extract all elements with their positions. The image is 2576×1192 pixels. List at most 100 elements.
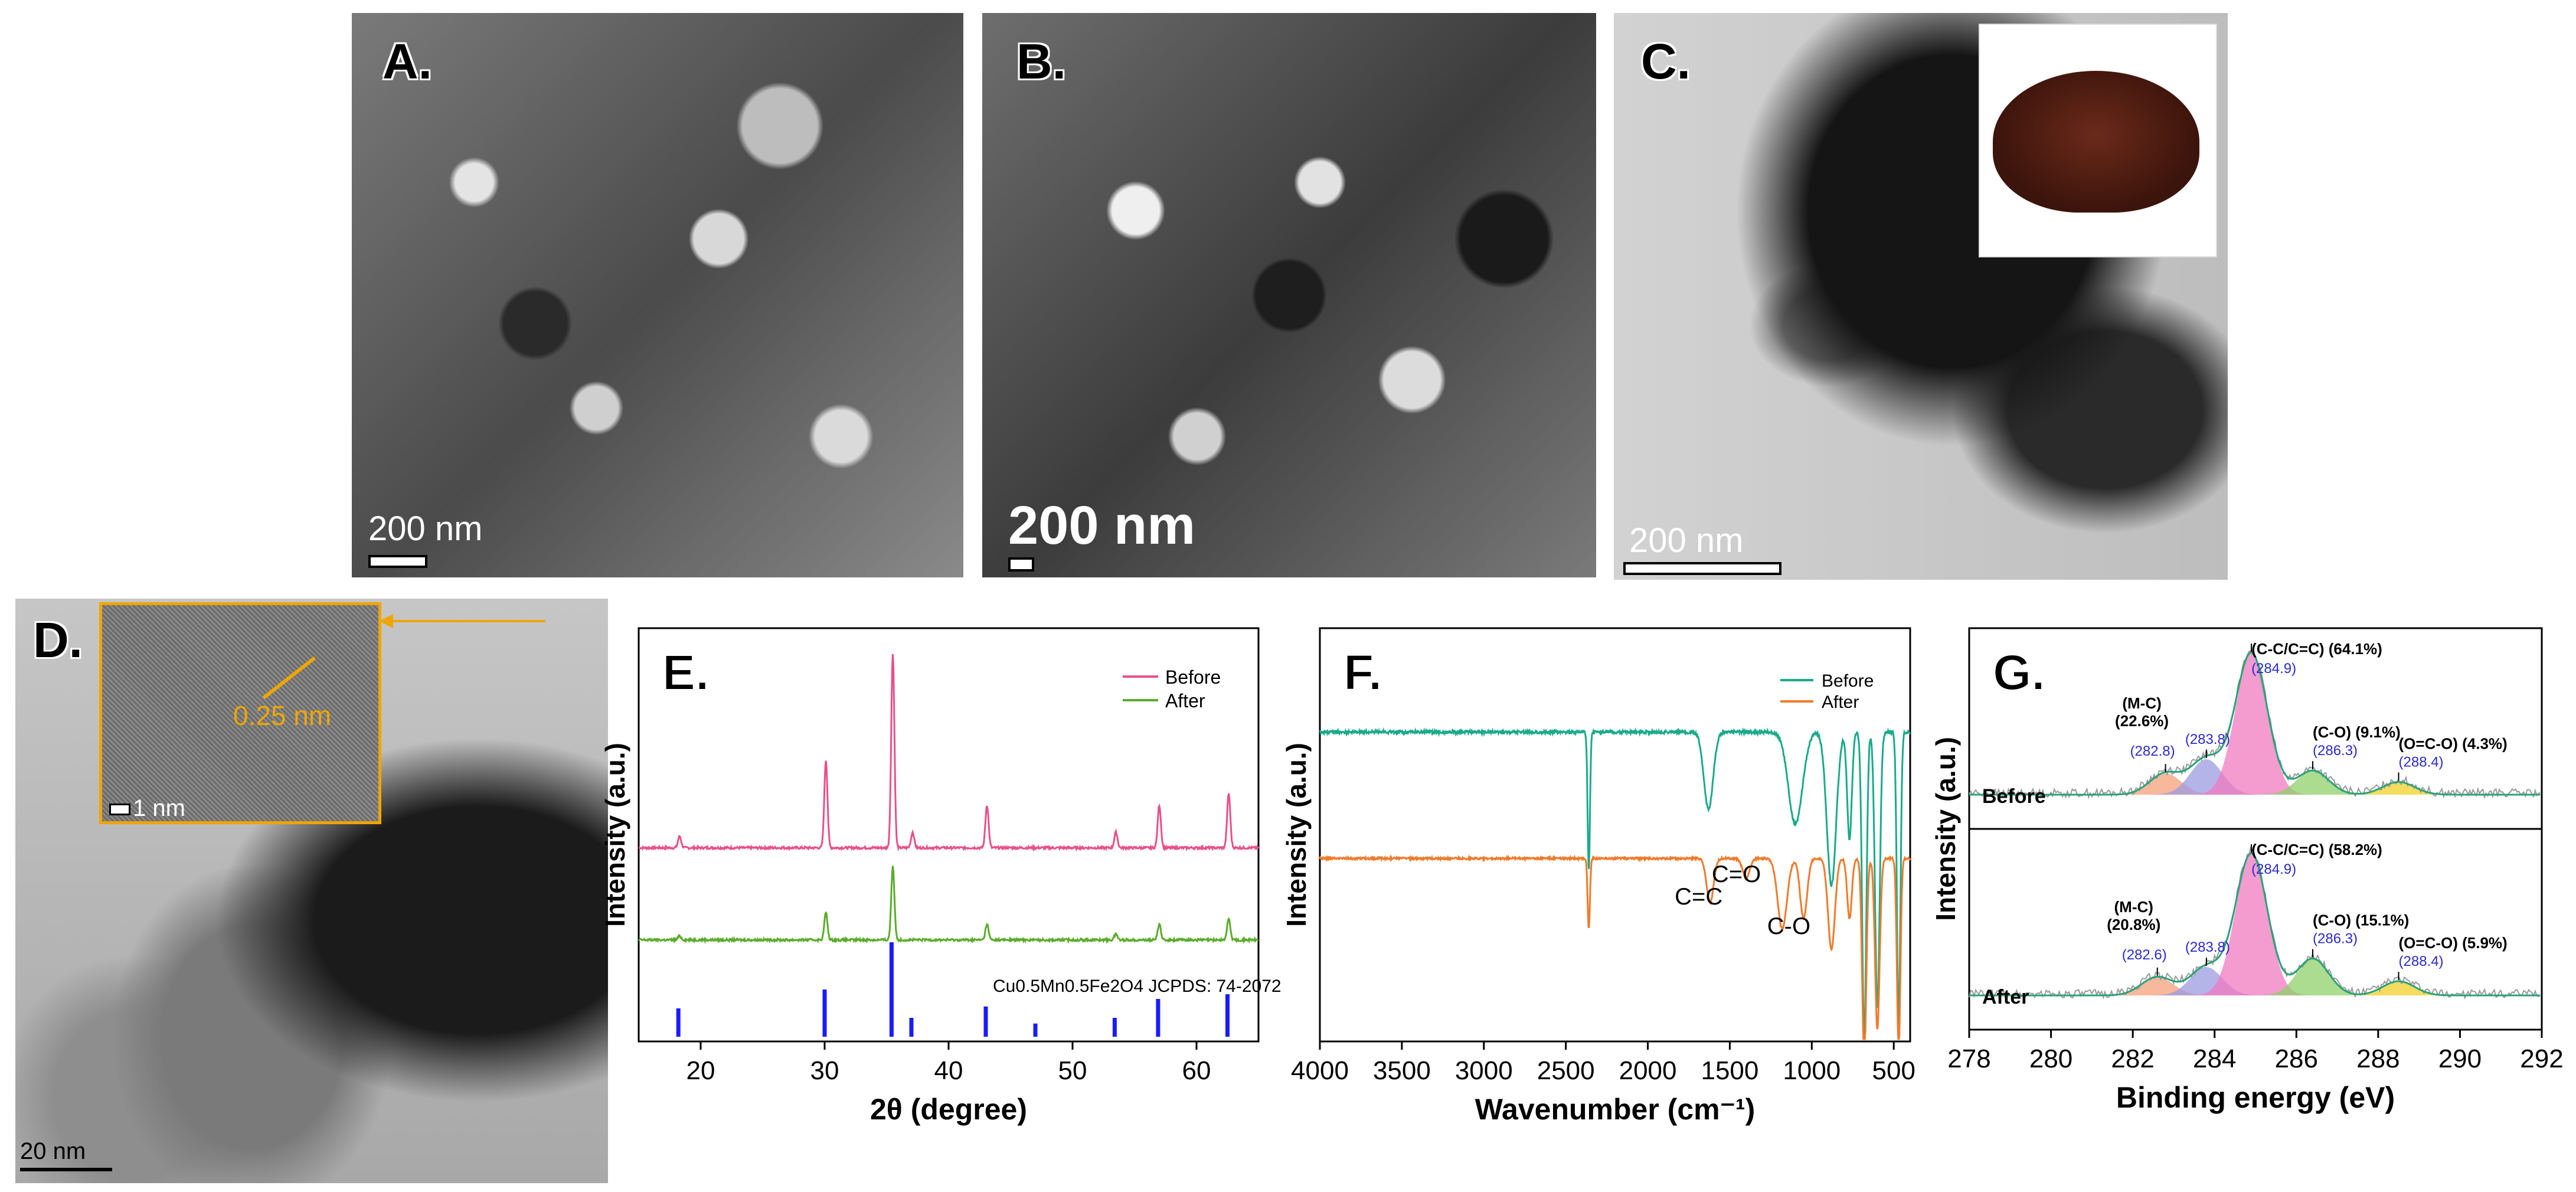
component-position-label: (286.3) [2313, 743, 2358, 759]
series-line-after [638, 866, 1259, 945]
component-position-label: (284.9) [2251, 861, 2296, 877]
scale-label-c: 200 nm [1629, 521, 1744, 560]
scale-bar-b [1008, 557, 1034, 571]
y-axis-label: Intensity (a.u.) [600, 743, 630, 927]
component-label: (C-O) (9.1%) [2313, 723, 2401, 741]
component-peak [2116, 759, 2297, 795]
component-peak [2222, 770, 2403, 795]
panel-label: E. [662, 645, 709, 700]
sem-image-a: A. 200 nm [352, 13, 963, 577]
panel-label: G. [1993, 645, 2045, 700]
x-tick-label: 4000 [1291, 1056, 1349, 1085]
chart-g: 278 280 282 284 286 288 290 292 Binding energy (… [1930, 627, 2564, 1114]
inset-pointer-head [379, 614, 393, 628]
x-tick-label: 50 [1058, 1056, 1087, 1085]
component-position-label: (288.4) [2399, 953, 2444, 969]
x-tick-label: 286 [2275, 1044, 2318, 1073]
component-peak [2116, 967, 2297, 995]
chart-f: 4000 3500 3000 2500 2000 1500 1000 500 Wavenumbe… [1281, 627, 1915, 1126]
band-annotation: C=O [1712, 861, 1761, 887]
subplot-label: After [1982, 986, 2029, 1008]
component-label: (C-C/C=C) (64.1%) [2251, 640, 2382, 658]
legend-label: After [1165, 690, 1205, 711]
component-peak [2309, 782, 2489, 795]
component-peak [2075, 773, 2255, 795]
component-peak [2161, 653, 2342, 795]
x-tick-label: 20 [687, 1056, 715, 1085]
panel-label: F. [1343, 645, 1382, 700]
x-tick-label: 1000 [1783, 1056, 1841, 1085]
powder-pile [1993, 71, 2199, 213]
lattice-label: 0.25 nm [233, 700, 332, 731]
tem-image-c: C. 200 nm [1614, 13, 2228, 580]
x-tick-label: 280 [2029, 1044, 2072, 1073]
component-peak [2309, 981, 2489, 995]
x-axis-label: 2θ (degree) [870, 1093, 1027, 1126]
component-position-label: (282.6) [2122, 947, 2167, 963]
y-axis-label: Intensity (a.u.) [1281, 743, 1312, 927]
x-tick-label: 2000 [1619, 1056, 1677, 1085]
x-tick-label: 30 [810, 1056, 839, 1085]
x-tick-label: 288 [2356, 1044, 2400, 1073]
band-annotation: C=C [1675, 884, 1722, 910]
component-peak [2067, 977, 2248, 995]
x-tick-label: 1500 [1701, 1056, 1758, 1085]
legend-label: After [1822, 693, 1859, 712]
plot-frame [1319, 627, 1911, 1043]
x-tick-label: 3500 [1373, 1056, 1431, 1085]
component-label: (O=C-O) (4.3%) [2399, 734, 2508, 752]
scale-bar-c [1623, 562, 1781, 575]
inset-pointer-arrow [386, 620, 545, 622]
x-axis-label: Wavenumber (cm⁻¹) [1475, 1093, 1756, 1126]
component-label: (22.6%) [2115, 712, 2169, 730]
component-label: (C-O) (15.1%) [2313, 912, 2409, 929]
y-axis-label: Intensity (a.u.) [1930, 737, 1961, 921]
chart-e: 20 30 40 50 60 2θ (degree) Intensity (a.u.) E. B… [600, 627, 1282, 1126]
component-position-label: (286.3) [2313, 931, 2358, 947]
x-axis-label: Binding energy (eV) [2116, 1081, 2395, 1114]
fit-envelope [1969, 852, 2541, 997]
scale-bar-a [368, 555, 427, 568]
component-position-label: (288.4) [2399, 754, 2444, 770]
component-label: (C-C/C=C) (58.2%) [2251, 841, 2382, 858]
x-tick-label: 3000 [1455, 1056, 1513, 1085]
panel-label-d: D. [33, 612, 83, 668]
sem-image-b: B. 200 nm [982, 13, 1596, 577]
scale-label-a: 200 nm [368, 510, 483, 548]
x-tick-label: 500 [1872, 1056, 1915, 1085]
legend-label: Before [1822, 671, 1874, 691]
component-peak [2222, 958, 2403, 995]
panel-label-c: C. [1641, 34, 1691, 89]
panel-label-b: B. [1016, 34, 1066, 89]
series-line-before [1319, 727, 1911, 1038]
x-tick-label: 292 [2520, 1044, 2563, 1073]
hrtem-inset: 0.25 nm 1 nm [99, 602, 381, 824]
component-position-label: (283.8) [2185, 731, 2230, 747]
x-tick-label: 60 [1182, 1056, 1211, 1085]
inset-scale-bar [109, 804, 130, 815]
component-position-label: (283.8) [2185, 939, 2230, 955]
x-tick-label: 284 [2193, 1044, 2236, 1073]
component-position-label: (282.8) [2130, 743, 2175, 759]
x-tick-label: 282 [2111, 1044, 2154, 1073]
band-annotation: C-O [1767, 913, 1810, 939]
subplot-label: Before [1982, 785, 2046, 808]
scale-label-d: 20 nm [20, 1138, 86, 1164]
x-tick-label: 2500 [1537, 1056, 1595, 1085]
component-label: (M-C) [2122, 694, 2161, 712]
x-tick-label: 290 [2438, 1044, 2482, 1073]
series-line-after [1319, 854, 1911, 1040]
inset-scale-label: 1 nm [133, 795, 185, 821]
scale-label-b: 200 nm [1008, 495, 1196, 556]
powder-photo-inset [1979, 24, 2217, 257]
component-label: (O=C-O) (5.9%) [2399, 934, 2508, 952]
component-position-label: (284.9) [2251, 661, 2296, 677]
tem-image-d: D. 0.25 nm 1 nm 20 nm [15, 599, 608, 1183]
series-line-before [638, 654, 1260, 852]
component-label: (20.8%) [2107, 916, 2160, 933]
fit-envelope [1969, 651, 2541, 796]
x-tick-label: 278 [1947, 1044, 1990, 1073]
x-tick-label: 40 [934, 1056, 963, 1085]
scale-bar-d [20, 1168, 112, 1171]
